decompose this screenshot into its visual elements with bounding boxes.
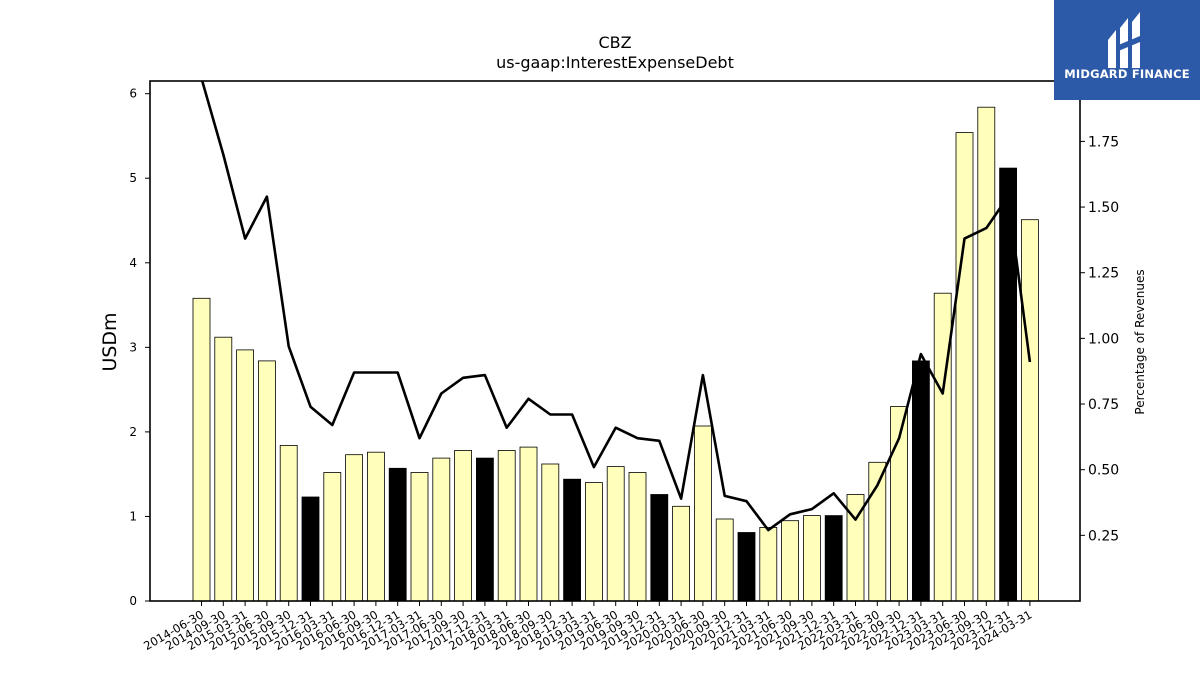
y-tick-label: 6: [129, 87, 137, 101]
axes-group: 01234560.250.500.751.001.251.501.752014-…: [129, 80, 1119, 653]
y2-tick-label: 0.75: [1088, 397, 1119, 413]
bar: [824, 515, 843, 602]
bar: [563, 478, 581, 602]
bar: [497, 450, 516, 602]
bar: [236, 349, 255, 602]
bar: [432, 457, 451, 602]
y2-tick-label: 0.50: [1088, 463, 1119, 479]
y2-tick-label: 1.75: [1088, 134, 1119, 150]
series-line: [200, 81, 1032, 532]
bar: [606, 466, 625, 602]
bar: [257, 360, 276, 602]
bar: [977, 106, 996, 602]
bar: [737, 532, 756, 602]
chart-title: CBZ: [598, 33, 631, 52]
bar: [475, 457, 494, 602]
y-tick-label: 4: [129, 256, 137, 270]
logo: MIDGARD FINANCE: [1054, 0, 1200, 100]
bar: [214, 336, 233, 602]
bar: [585, 482, 603, 602]
logo-text: MIDGARD FINANCE: [1064, 67, 1190, 81]
y2-axis-label: Percentage of Revenues: [1133, 269, 1147, 414]
bar: [541, 463, 560, 602]
bar: [955, 132, 974, 602]
y-tick-label: 3: [129, 340, 137, 354]
y2-tick-label: 1.50: [1088, 200, 1119, 216]
y-axis-label: USDm: [99, 312, 121, 371]
bar: [759, 527, 778, 602]
bar: [192, 297, 211, 602]
midgard-logo-icon: [1108, 12, 1140, 68]
chart-subtitle: us-gaap:InterestExpenseDebt: [496, 53, 734, 72]
bar: [628, 472, 647, 602]
y2-tick-label: 1.25: [1088, 266, 1119, 282]
bar: [279, 444, 298, 602]
y-tick-label: 1: [129, 509, 137, 523]
y-tick-label: 0: [129, 594, 137, 608]
bar: [1021, 219, 1039, 602]
line-group: [200, 81, 1032, 532]
plot-frame: [149, 80, 1081, 602]
bar: [345, 454, 364, 602]
bar: [912, 360, 930, 602]
bar: [715, 518, 734, 602]
bar: [454, 450, 473, 602]
bar: [803, 515, 821, 602]
y2-tick-label: 1.00: [1088, 331, 1119, 347]
bar: [672, 505, 690, 602]
bars-group: [192, 106, 1039, 602]
bar: [694, 425, 712, 602]
bar: [388, 467, 407, 602]
bar: [519, 446, 538, 602]
bar: [323, 472, 342, 602]
bar: [301, 496, 320, 602]
y2-tick-label: 0.25: [1088, 528, 1119, 544]
bar: [410, 472, 429, 602]
bar: [781, 520, 799, 602]
bar: [933, 292, 952, 602]
bar: [650, 494, 669, 602]
bar: [366, 451, 385, 602]
y-tick-label: 2: [129, 425, 137, 439]
y-tick-label: 5: [129, 171, 137, 185]
